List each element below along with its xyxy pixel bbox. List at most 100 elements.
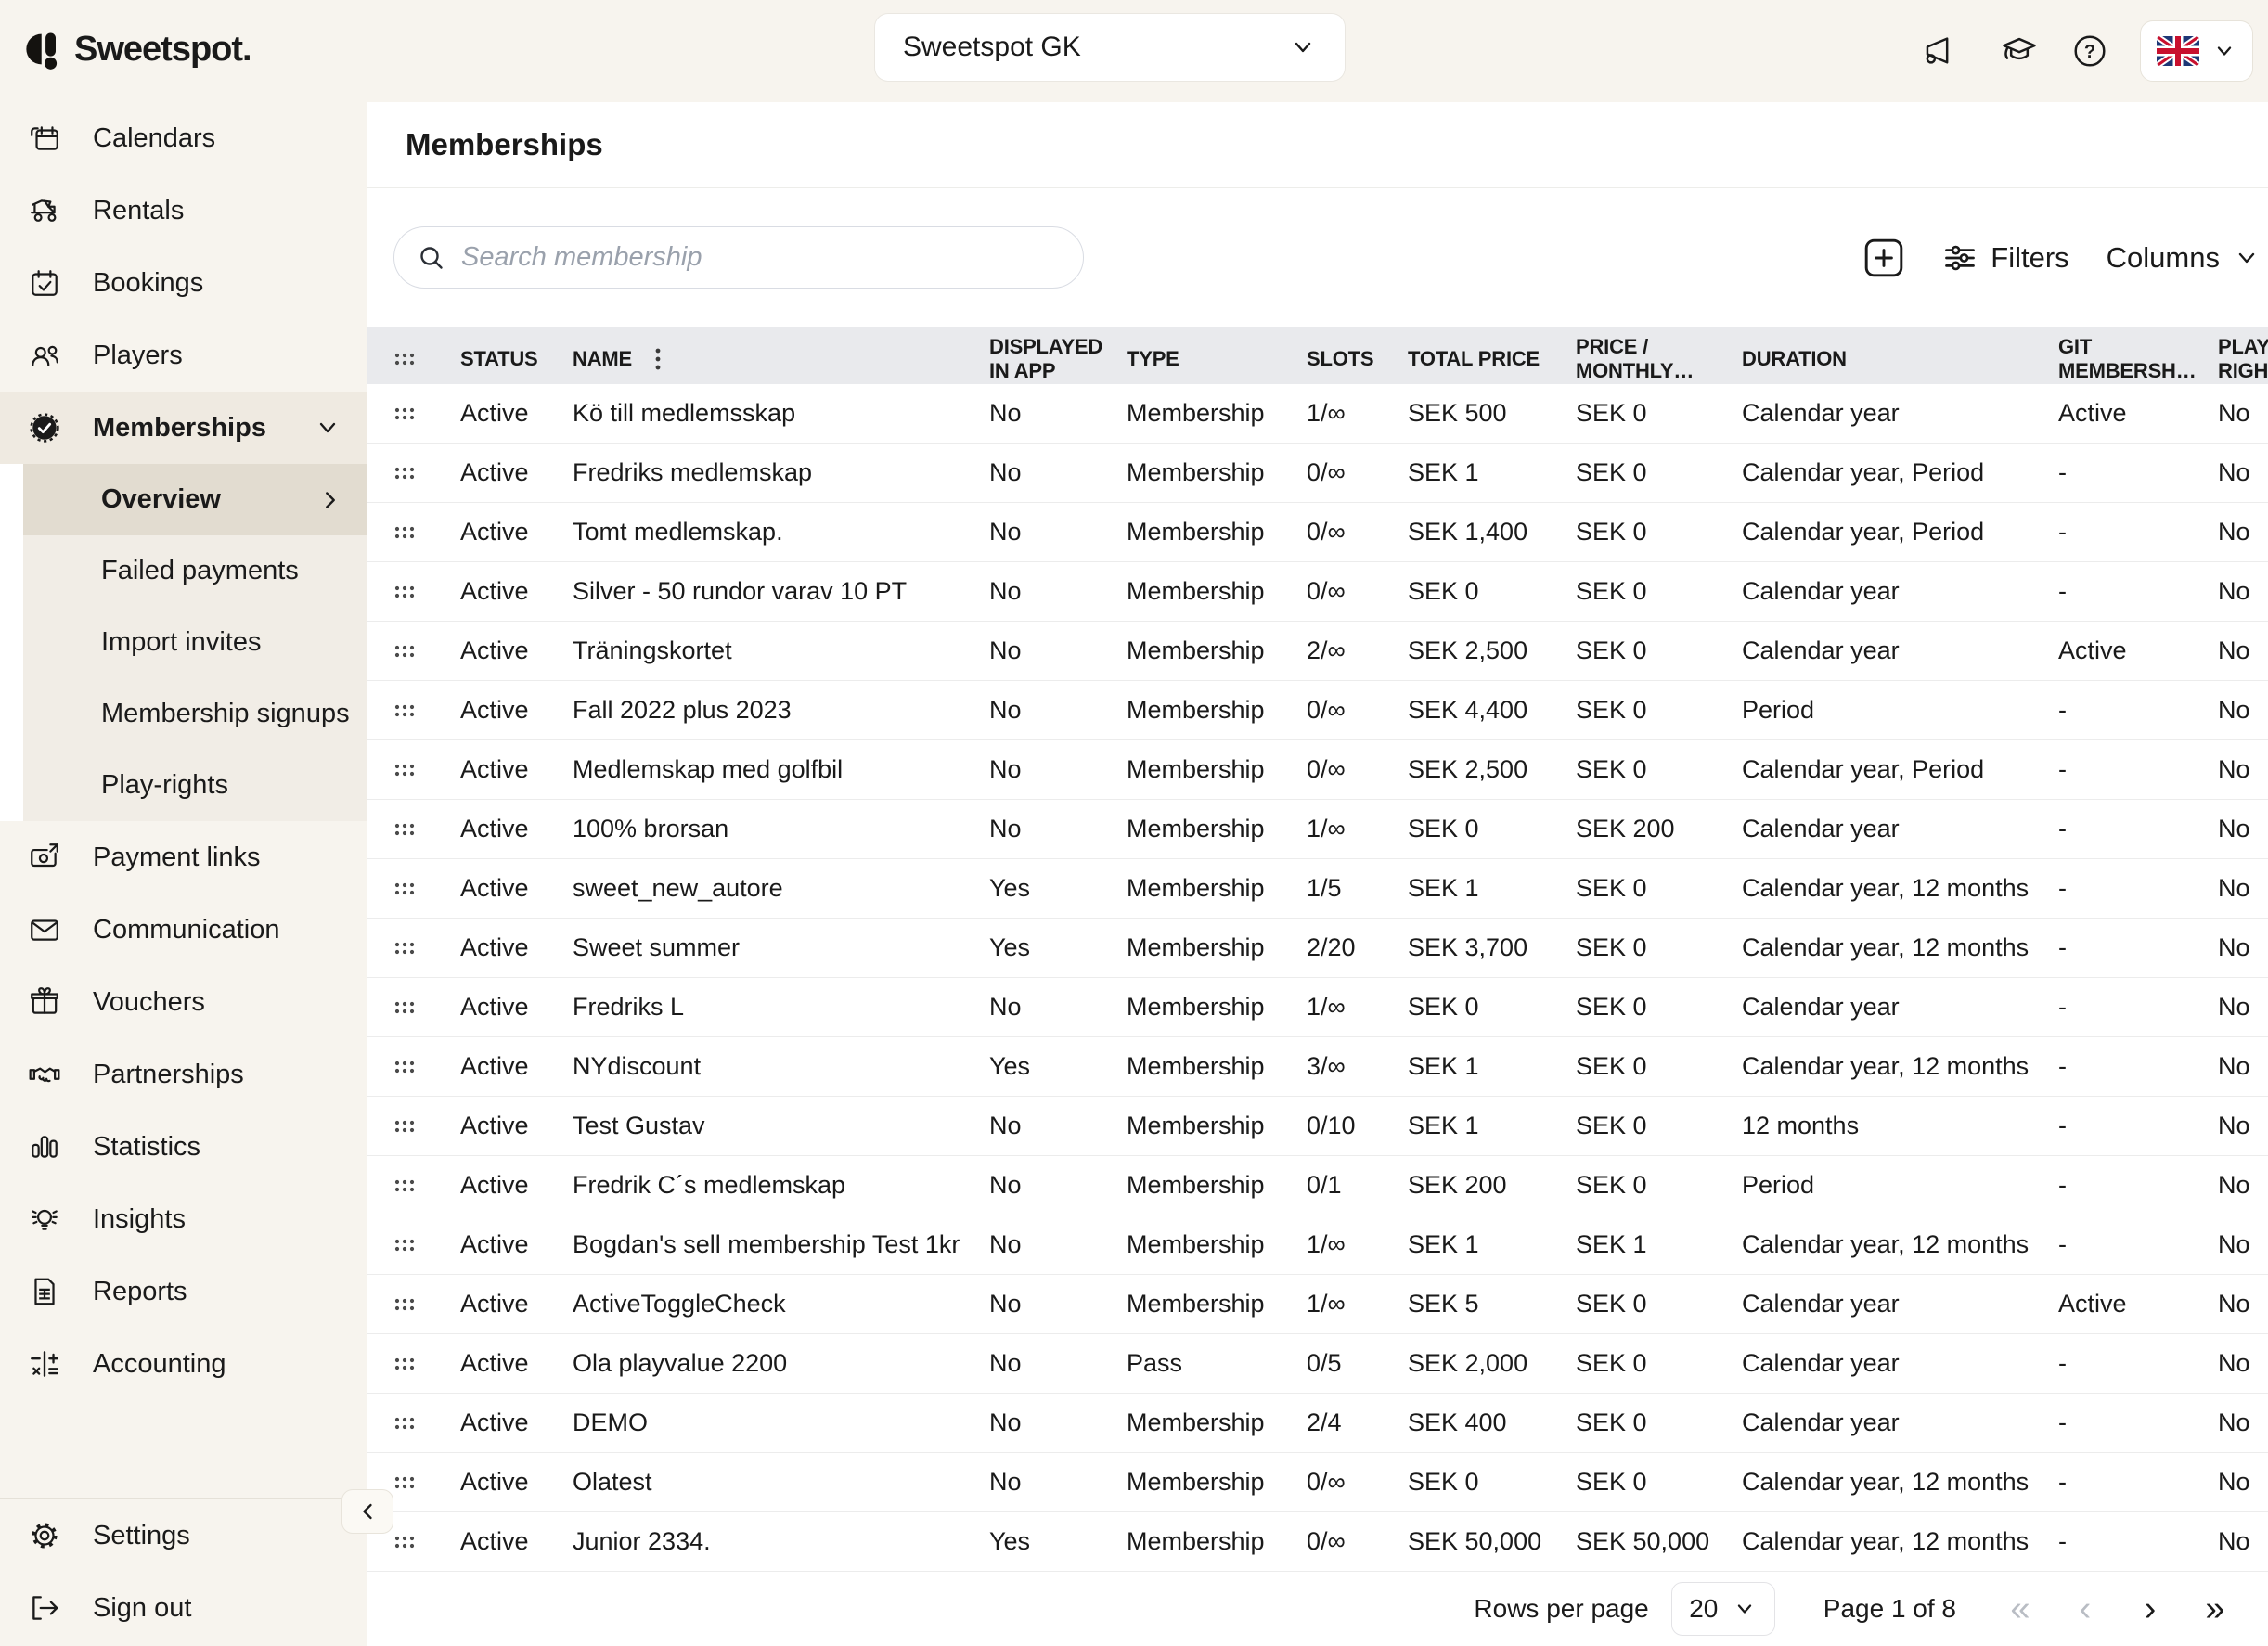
filters-button[interactable]: Filters — [1942, 240, 2069, 276]
sidebar-item-rentals[interactable]: Rentals — [0, 174, 367, 247]
row-drag-handle[interactable] — [393, 1534, 460, 1550]
cell-slots: 0/∞ — [1307, 1527, 1346, 1555]
help-button[interactable]: ? — [2055, 16, 2125, 86]
table-row[interactable]: Active Kö till medlemsskap No Membership… — [367, 384, 2268, 444]
sidebar-subitem-failed-payments[interactable]: Failed payments — [23, 535, 367, 607]
sidebar-item-insights[interactable]: Insights — [0, 1183, 367, 1255]
cell-displayed-in-app: No — [989, 993, 1022, 1021]
sidebar-item-label: Partnerships — [93, 1059, 244, 1089]
chevron-down-icon — [2238, 252, 2255, 263]
cell-status: Active — [460, 1527, 529, 1555]
table-row[interactable]: Active Silver - 50 rundor varav 10 PT No… — [367, 562, 2268, 622]
row-drag-handle[interactable] — [393, 702, 460, 719]
sidebar-item-payment-links[interactable]: Payment links — [0, 821, 367, 894]
row-drag-handle[interactable] — [393, 643, 460, 660]
sidebar-item-partnerships[interactable]: Partnerships — [0, 1038, 367, 1111]
sidebar-item-memberships[interactable]: Memberships — [0, 392, 367, 464]
announcements-button[interactable] — [1901, 16, 1972, 86]
cell-displayed-in-app: No — [989, 1349, 1022, 1377]
table-row[interactable]: Active Tomt medlemskap. No Membership 0/… — [367, 503, 2268, 562]
language-selector[interactable] — [2140, 20, 2253, 82]
cell-price-monthly: SEK 0 — [1576, 696, 1647, 724]
row-drag-handle[interactable] — [393, 821, 460, 838]
table-row[interactable]: Active DEMO No Membership 2/4 SEK 400 SE… — [367, 1394, 2268, 1453]
table-row[interactable]: Active Olatest No Membership 0/∞ SEK 0 S… — [367, 1453, 2268, 1512]
row-drag-handle[interactable] — [393, 1356, 460, 1372]
table-row[interactable]: Active ActiveToggleCheck No Membership 1… — [367, 1275, 2268, 1334]
row-drag-handle[interactable] — [393, 1237, 460, 1254]
table-row[interactable]: Active Fall 2022 plus 2023 No Membership… — [367, 681, 2268, 740]
sidebar-item-accounting[interactable]: Accounting — [0, 1328, 367, 1400]
sidebar-item-reports[interactable]: Reports — [0, 1255, 367, 1328]
row-drag-handle[interactable] — [393, 762, 460, 778]
cell-status: Active — [460, 874, 529, 902]
cell-name: Silver - 50 rundor varav 10 PT — [573, 577, 908, 605]
row-drag-handle[interactable] — [393, 999, 460, 1016]
cell-type: Pass — [1127, 1349, 1183, 1377]
table-row[interactable]: Active Fredrik C´s medlemskap No Members… — [367, 1156, 2268, 1215]
table-row[interactable]: Active Medlemskap med golfbil No Members… — [367, 740, 2268, 800]
cell-name: Medlemskap med golfbil — [573, 755, 844, 783]
row-drag-handle[interactable] — [393, 1177, 460, 1194]
sidebar-collapse-button[interactable] — [341, 1489, 393, 1534]
handshake-icon — [28, 1058, 61, 1091]
cell-price-monthly: SEK 200 — [1576, 815, 1675, 842]
table-row[interactable]: Active Test Gustav No Membership 0/10 SE… — [367, 1097, 2268, 1156]
top-bar: Sweetspot. Sweetspot GK ? — [0, 0, 2268, 102]
sidebar-item-calendars[interactable]: Calendars — [0, 102, 367, 174]
column-menu-kebab-icon[interactable] — [654, 345, 662, 373]
table-row[interactable]: Active Sweet summer Yes Membership 2/20 … — [367, 919, 2268, 978]
columns-button[interactable]: Columns — [2107, 241, 2261, 275]
next-page-button[interactable]: › — [2144, 1588, 2157, 1628]
cell-displayed-in-app: No — [989, 1468, 1022, 1496]
previous-page-button[interactable]: ‹ — [2079, 1588, 2092, 1628]
add-membership-button[interactable] — [1862, 237, 1905, 279]
cell-slots: 1/5 — [1307, 874, 1342, 902]
sidebar-subitem-membership-signups[interactable]: Membership signups — [23, 678, 367, 750]
search-input[interactable] — [461, 242, 1074, 273]
row-drag-handle[interactable] — [393, 881, 460, 897]
cell-name: Fredriks medlemskap — [573, 458, 813, 486]
row-drag-handle[interactable] — [393, 1415, 460, 1432]
cell-total-price: SEK 1 — [1408, 1112, 1479, 1139]
table-row[interactable]: Active Bogdan's sell membership Test 1kr… — [367, 1215, 2268, 1275]
row-drag-handle[interactable] — [393, 1059, 460, 1075]
table-row[interactable]: Active sweet_new_autore Yes Membership 1… — [367, 859, 2268, 919]
row-drag-handle[interactable] — [393, 1296, 460, 1313]
sidebar-subitem-import-invites[interactable]: Import invites — [23, 607, 367, 678]
subitem-label: Membership signups — [101, 699, 350, 728]
first-page-button[interactable]: « — [2010, 1588, 2030, 1628]
club-selector[interactable]: Sweetspot GK — [875, 14, 1345, 81]
sidebar-item-vouchers[interactable]: Vouchers — [0, 966, 367, 1038]
row-drag-handle[interactable] — [393, 524, 460, 541]
academy-button[interactable] — [1984, 16, 2055, 86]
cell-status: Active — [460, 399, 529, 427]
sidebar-item-sign-out[interactable]: Sign out — [0, 1572, 367, 1644]
table-row[interactable]: Active 100% brorsan No Membership 1/∞ SE… — [367, 800, 2268, 859]
row-drag-handle[interactable] — [393, 584, 460, 600]
row-drag-handle[interactable] — [393, 1474, 460, 1491]
sidebar-item-settings[interactable]: Settings — [0, 1499, 367, 1572]
membership-search[interactable] — [393, 226, 1084, 289]
row-drag-handle[interactable] — [393, 940, 460, 957]
sidebar-item-communication[interactable]: Communication — [0, 894, 367, 966]
rows-per-page-select[interactable]: 20 — [1670, 1582, 1775, 1636]
cell-name: NYdiscount — [573, 1052, 702, 1080]
sidebar-item-players[interactable]: Players — [0, 319, 367, 392]
sidebar-subitem-play-rights[interactable]: Play-rights — [23, 750, 367, 821]
row-drag-handle[interactable] — [393, 405, 460, 422]
row-drag-handle[interactable] — [393, 1118, 460, 1135]
table-row[interactable]: Active Fredriks L No Membership 1/∞ SEK … — [367, 978, 2268, 1037]
cell-price-monthly: SEK 0 — [1576, 755, 1647, 783]
sidebar-subitem-overview[interactable]: Overview — [23, 464, 367, 535]
table-row[interactable]: Active NYdiscount Yes Membership 3/∞ SEK… — [367, 1037, 2268, 1097]
last-page-button[interactable]: » — [2205, 1588, 2225, 1628]
cell-type: Membership — [1127, 933, 1265, 961]
table-row[interactable]: Active Ola playvalue 2200 No Pass 0/5 SE… — [367, 1334, 2268, 1394]
row-drag-handle[interactable] — [393, 465, 460, 482]
table-row[interactable]: Active Fredriks medlemskap No Membership… — [367, 444, 2268, 503]
sidebar-item-statistics[interactable]: Statistics — [0, 1111, 367, 1183]
table-row[interactable]: Active Junior 2334. Yes Membership 0/∞ S… — [367, 1512, 2268, 1572]
table-row[interactable]: Active Träningskortet No Membership 2/∞ … — [367, 622, 2268, 681]
sidebar-item-bookings[interactable]: Bookings — [0, 247, 367, 319]
